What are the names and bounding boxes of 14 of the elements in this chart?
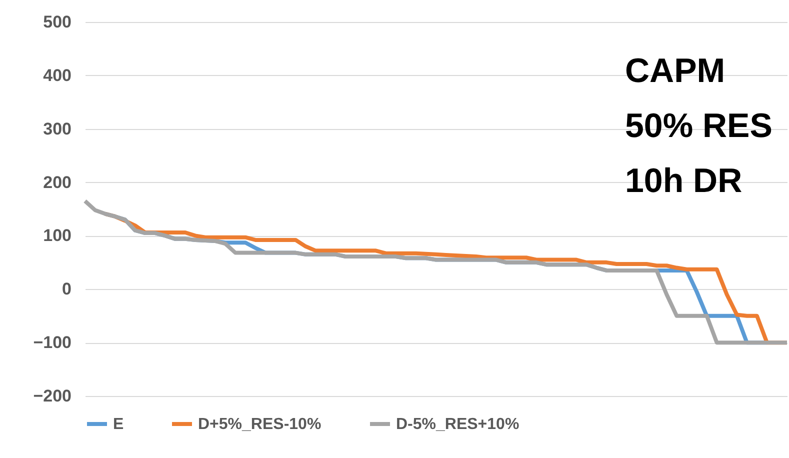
annotation: 50% RES bbox=[625, 107, 772, 145]
y-tick-label: 400 bbox=[43, 66, 72, 85]
y-tick-label: 500 bbox=[43, 12, 72, 32]
annotation: 10h DR bbox=[625, 162, 742, 200]
legend-label: D-5%_RES+10% bbox=[396, 416, 520, 433]
annotation: CAPM bbox=[625, 52, 726, 90]
y-tick-label: 0 bbox=[62, 280, 72, 299]
y-tick-label: 300 bbox=[43, 119, 72, 138]
y-tick-label: 200 bbox=[43, 172, 72, 192]
y-tick-label: −100 bbox=[33, 333, 72, 352]
legend-label: E bbox=[113, 416, 124, 433]
y-tick-label: −200 bbox=[33, 386, 72, 406]
legend-label: D+5%_RES-10% bbox=[198, 416, 322, 433]
y-tick-label: 100 bbox=[43, 226, 72, 246]
